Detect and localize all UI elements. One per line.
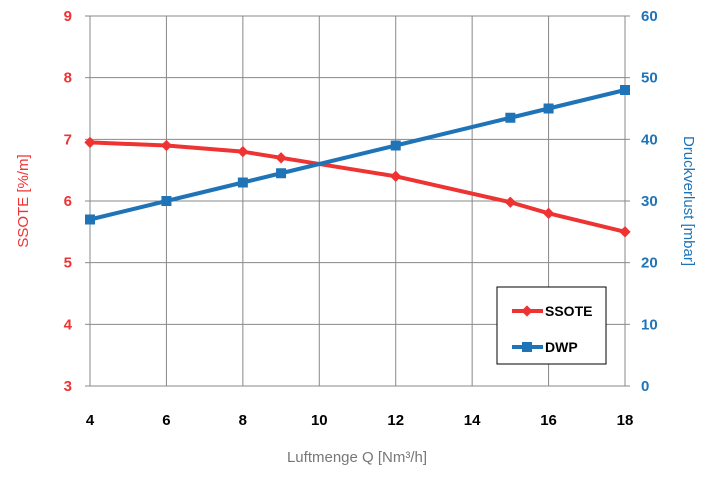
right-y-tick-label: 60 [641,8,658,25]
series-line-ssote [89,140,626,234]
x-tick-labels: 4 6 8 10 12 14 16 18 [86,412,634,429]
right-y-tick-label: 20 [641,255,658,272]
x-tick-label: 12 [387,412,404,429]
data-point-dwp [505,112,516,123]
data-point-ssote [160,139,173,152]
right-y-tick-label: 30 [641,193,658,210]
data-point-dwp [276,168,287,179]
right-y-tick-label: 10 [641,316,658,333]
left-y-tick-label: 8 [64,70,72,87]
x-tick-label: 4 [86,412,95,429]
x-tick-label: 16 [540,412,557,429]
series-layer [84,85,631,238]
left-y-tick-label: 3 [64,378,72,395]
left-axis-title: SSOTE [%/m] [15,154,32,247]
data-point-dwp [390,140,401,151]
plot-border [89,15,626,387]
right-axis-title: Druckverlust [mbar] [680,136,697,266]
left-y-tick-label: 7 [64,131,72,148]
right-y-tick-labels: 0 10 20 30 40 50 60 [641,8,658,395]
data-point-ssote [619,226,631,238]
right-y-tick-label: 40 [641,131,658,148]
x-tick-label: 6 [162,412,170,429]
x-tick-label: 14 [464,412,481,429]
series-line-dwp [89,88,626,222]
left-y-tick-label: 4 [64,316,73,333]
data-point-ssote [275,152,287,164]
data-point-dwp [85,214,95,225]
legend-ssote-marker [521,305,533,317]
data-point-dwp [161,196,172,206]
legend-dwp-label: DWP [545,339,578,355]
right-y-tick-label: 50 [641,70,658,87]
legend-box [496,286,607,365]
legend-ssote-label: SSOTE [545,303,592,319]
data-point-ssote [542,207,555,219]
data-point-ssote [237,146,249,158]
legend-item-dwp: DWP [512,339,578,355]
left-y-tick-label: 5 [64,255,72,272]
left-y-tick-label: 9 [64,8,72,25]
data-point-ssote [504,196,517,208]
x-axis-title: Luftmenge Q [Nm³/h] [287,449,427,466]
left-y-tick-labels: 3 4 5 6 7 8 9 [64,8,73,395]
data-point-dwp [620,85,630,95]
data-point-dwp [543,103,554,114]
x-tick-label: 18 [617,412,634,429]
legend-item-ssote: SSOTE [512,303,592,319]
data-point-dwp [237,177,248,188]
x-tick-label: 10 [311,412,328,429]
left-y-tick-label: 6 [64,193,72,210]
x-tick-label: 8 [239,412,247,429]
data-point-ssote [390,170,402,182]
right-y-tick-label: 0 [641,378,649,395]
legend-dwp-marker [522,342,532,352]
legend: SSOTE DWP [496,286,607,365]
